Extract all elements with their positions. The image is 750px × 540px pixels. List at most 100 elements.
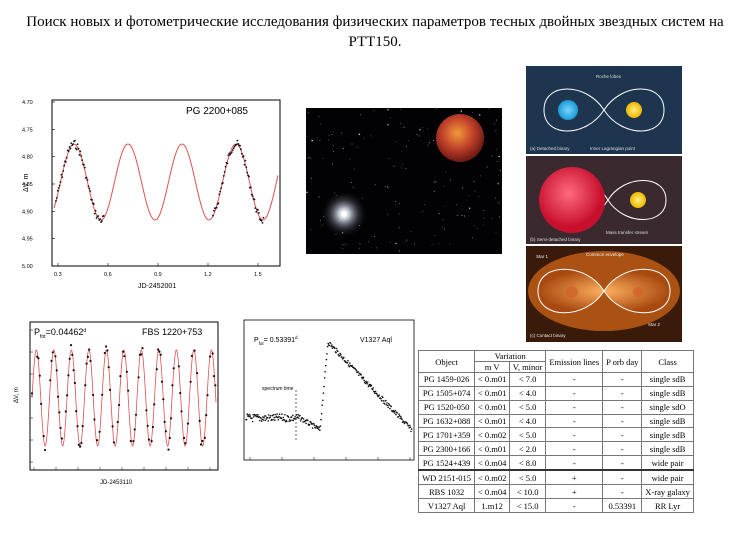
data-point <box>325 364 327 367</box>
data-point <box>164 430 167 433</box>
data-point <box>250 193 253 196</box>
data-point <box>132 440 135 443</box>
data-point <box>386 404 389 407</box>
cell-mv: < 0.m01 <box>474 413 511 429</box>
x-tick-labels: 0.3 0.6 0.9 1.2 1.5 <box>54 263 262 278</box>
data-point <box>394 412 396 414</box>
data-point <box>325 358 328 361</box>
data-point <box>127 389 130 392</box>
data-point <box>296 416 299 418</box>
data-point <box>73 381 76 385</box>
pg2200-light-curve: 4.70 4.75 4.80 4.85 4.90 4.95 5.00 0.3 0.6 0.9 1.… <box>22 99 281 290</box>
data-point <box>213 209 215 212</box>
data-point <box>231 149 234 151</box>
table-row: PG 1520-050 < 0.m01 < 5.0- - single sdO <box>417 399 694 415</box>
cell-class: X-ray galaxy <box>641 484 694 500</box>
y-tick-label: 4.80 <box>22 155 33 161</box>
data-point <box>118 403 121 407</box>
data-point <box>123 355 126 358</box>
data-point <box>340 353 342 356</box>
data-point <box>72 143 74 145</box>
data-point <box>86 355 89 358</box>
data-point <box>326 345 329 348</box>
data-point <box>357 370 359 373</box>
data-point <box>214 384 217 387</box>
data-point <box>179 391 182 395</box>
data-point <box>193 349 196 352</box>
data-point <box>374 392 376 394</box>
data-point <box>347 359 349 362</box>
data-point <box>289 420 292 422</box>
data-point <box>326 353 328 355</box>
data-point <box>125 370 128 373</box>
data-point <box>258 415 260 418</box>
cell-mv: < 0.m01 <box>474 372 511 387</box>
cell-mv: < 0.m01 <box>474 385 511 401</box>
data-point <box>239 144 241 147</box>
data-point <box>313 423 315 425</box>
data-point <box>272 414 275 416</box>
data-point <box>160 380 164 383</box>
object-label: PG 2200+085 <box>186 106 248 117</box>
data-point <box>302 421 304 423</box>
roche-label: Roche lobes <box>596 74 622 79</box>
data-point <box>368 383 371 386</box>
cell-vmin: < 10.0 <box>509 484 547 500</box>
data-point <box>262 216 265 219</box>
data-point <box>243 163 246 166</box>
data-point <box>262 419 265 421</box>
data-point <box>300 418 302 421</box>
data-point <box>66 394 69 397</box>
fbs1220-light-curve: Pfot=0.04462d FBS 1220+753 JD-2453110 ΔV… <box>14 321 219 486</box>
data-point <box>134 413 138 416</box>
data-point <box>98 430 101 433</box>
x-tick-label: 0.9 <box>154 272 162 278</box>
data-point <box>224 165 227 168</box>
data-point <box>358 374 360 377</box>
data-point <box>60 173 63 176</box>
table-row: PG 2300+166 < 0.m01 < 2.0- - single sdB <box>417 441 694 457</box>
data-point <box>291 419 293 422</box>
data-point <box>305 422 307 425</box>
data-point <box>281 413 283 415</box>
data-point <box>348 365 350 368</box>
table-row: PG 1524+439 < 0.m04 < 8.0- - wide pair <box>417 455 694 471</box>
data-point <box>274 413 277 416</box>
data-point <box>190 354 193 357</box>
data-point <box>297 413 299 416</box>
y-tick-label: 4.95 <box>22 237 33 243</box>
data-point <box>259 419 261 422</box>
data-point <box>335 347 338 350</box>
data-point <box>89 190 92 192</box>
data-point <box>320 412 323 415</box>
object-label: V1327 Aql <box>360 337 392 344</box>
cell-object: V1327 Aql <box>417 498 476 513</box>
detached-label: (a) Detached binary <box>530 146 570 151</box>
data-point <box>283 419 286 421</box>
data-point <box>222 182 224 184</box>
data-point <box>68 146 71 148</box>
data-point <box>236 139 239 142</box>
cell-class: single sdB <box>641 427 694 443</box>
cell-vmin: < 7.0 <box>509 372 547 387</box>
data-point <box>246 171 249 174</box>
data-point <box>244 159 247 162</box>
data-point <box>301 417 304 419</box>
v1327-light-curve: Pfot= 0.53391d V1327 Aql spectrum time <box>243 319 415 461</box>
data-point <box>313 424 316 427</box>
cell-object: WD 2151-015 <box>417 469 476 486</box>
data-point <box>378 394 380 396</box>
data-point <box>40 402 43 405</box>
period-label: Pfot= 0.53391d <box>254 335 298 346</box>
data-point <box>254 414 257 416</box>
data-point <box>302 418 305 420</box>
page-title: Поиск новых и фотометрические исследован… <box>26 14 724 50</box>
data-point <box>75 148 78 151</box>
data-point <box>69 147 72 150</box>
data-point <box>106 349 109 352</box>
header-mv: m V <box>474 361 511 373</box>
observed-points <box>245 341 413 433</box>
binary-types-diagram: Roche lobes (a) Detached binary Inner La… <box>526 66 682 342</box>
cell-class: wide pair <box>641 455 694 471</box>
data-point <box>249 415 251 417</box>
